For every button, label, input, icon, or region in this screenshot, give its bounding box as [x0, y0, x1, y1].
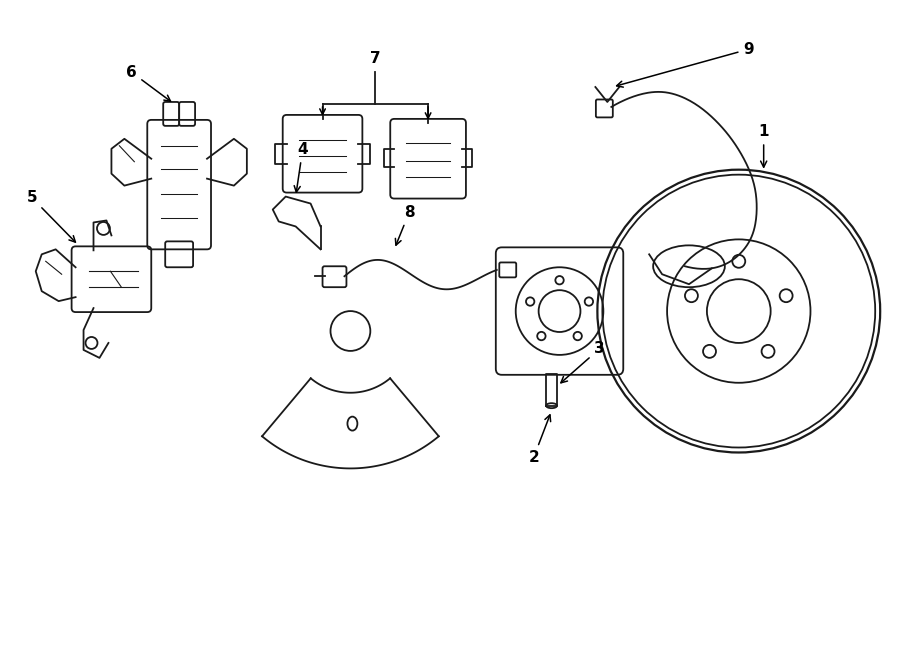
- Text: 5: 5: [26, 190, 76, 242]
- Text: 9: 9: [616, 42, 754, 87]
- Text: 1: 1: [759, 124, 769, 167]
- Text: 2: 2: [528, 415, 551, 465]
- Text: 4: 4: [294, 142, 308, 192]
- Text: 3: 3: [561, 342, 605, 383]
- Text: 8: 8: [395, 205, 415, 245]
- Text: 7: 7: [370, 51, 381, 65]
- Text: 6: 6: [126, 65, 171, 101]
